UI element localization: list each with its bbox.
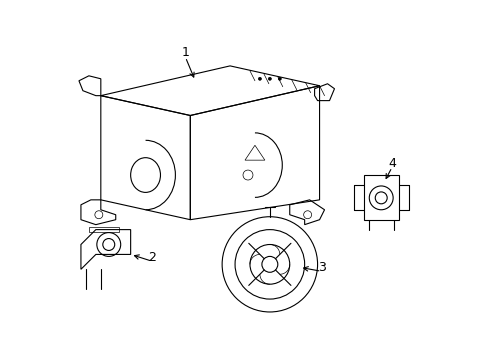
Circle shape: [278, 77, 281, 80]
Text: 1: 1: [181, 46, 189, 59]
Circle shape: [268, 77, 271, 80]
Circle shape: [258, 77, 261, 80]
Text: 3: 3: [317, 261, 325, 274]
Text: 4: 4: [387, 157, 395, 170]
Bar: [89, 227, 119, 231]
Text: 2: 2: [148, 251, 156, 264]
